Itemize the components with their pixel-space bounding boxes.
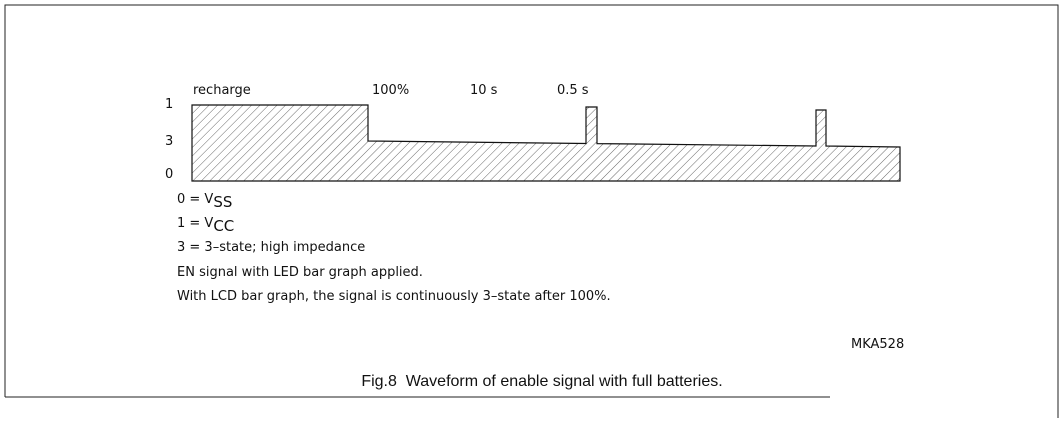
caption: Fig.8 Waveform of enable signal with ful…	[361, 373, 722, 390]
level-label: 1	[165, 97, 173, 112]
phase-label: recharge	[193, 83, 251, 98]
legend-item: 3 = 3–state; high impedance	[177, 240, 365, 255]
phase-label: 100%	[372, 83, 409, 98]
legend-text: 1 = V	[177, 216, 213, 231]
level-label: 3	[165, 134, 173, 149]
legend-item: 1 = VCC	[177, 216, 234, 235]
legend-text: 0 = V	[177, 192, 213, 207]
figure-code: MKA528	[851, 337, 904, 352]
waveform	[191, 104, 901, 182]
frame	[4, 4, 1059, 418]
legend-sub: CC	[213, 217, 234, 235]
legend-sub: SS	[213, 193, 232, 211]
note: EN signal with LED bar graph applied.	[177, 265, 423, 280]
level-label: 0	[165, 167, 173, 182]
note: With LCD bar graph, the signal is contin…	[177, 289, 611, 304]
phase-label: 10 s	[470, 83, 498, 98]
legend-item: 0 = VSS	[177, 192, 232, 211]
phase-label: 0.5 s	[557, 83, 589, 98]
